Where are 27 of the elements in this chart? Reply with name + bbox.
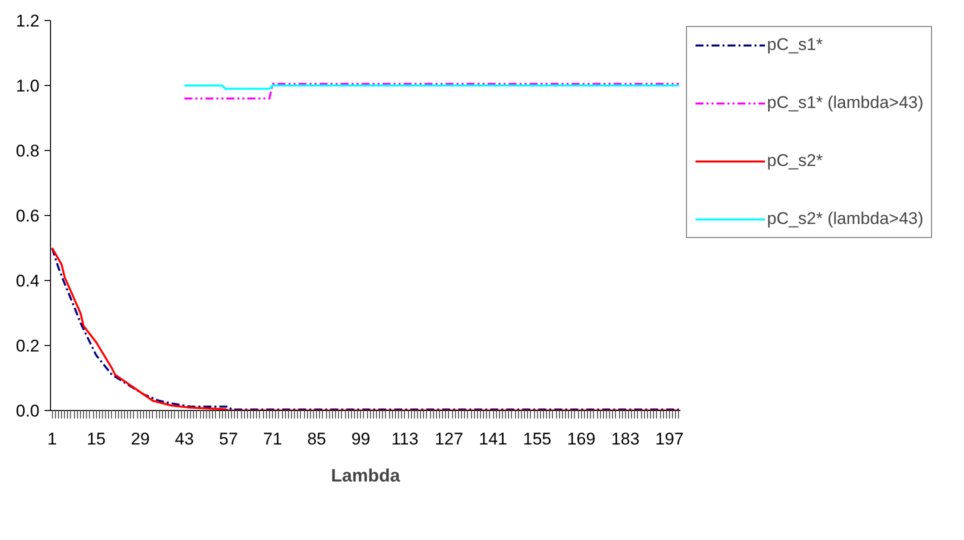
legend-label: pC_s1* (lambda>43) bbox=[767, 93, 924, 113]
legend-label: pC_s2* bbox=[767, 151, 823, 171]
x-tick-label: 197 bbox=[655, 430, 684, 448]
y-tick-label: 0.2 bbox=[16, 336, 40, 356]
x-tick-label: 169 bbox=[567, 430, 596, 448]
legend-label: pC_s1* bbox=[767, 35, 823, 55]
x-axis-title: Lambda bbox=[330, 466, 401, 486]
x-tick-label: 29 bbox=[130, 430, 150, 448]
x-tick-label: 183 bbox=[611, 430, 640, 448]
x-tick-label: 43 bbox=[174, 430, 194, 448]
y-tick-label: 1.0 bbox=[16, 76, 40, 96]
y-tick-label: 0.8 bbox=[16, 142, 40, 160]
x-tick-label: 85 bbox=[307, 430, 326, 448]
y-tick-label: 0.6 bbox=[16, 206, 40, 226]
legend-label: pC_s2* (lambda>43) bbox=[767, 209, 924, 229]
x-tick-label: 57 bbox=[219, 430, 238, 448]
x-tick-label: 113 bbox=[391, 430, 418, 448]
x-tick-label: 141 bbox=[478, 430, 508, 448]
x-tick-label: 155 bbox=[522, 430, 552, 448]
x-tick-label: 127 bbox=[434, 430, 464, 448]
y-tick-label: 0.4 bbox=[16, 272, 40, 290]
x-tick-label: 71 bbox=[263, 430, 282, 448]
x-tick-label: 99 bbox=[351, 430, 370, 448]
y-tick-label: 1.2 bbox=[16, 12, 40, 30]
x-tick-label: 15 bbox=[86, 430, 106, 448]
x-tick-label: 1 bbox=[47, 430, 57, 448]
y-tick-label: 0.0 bbox=[16, 402, 40, 420]
